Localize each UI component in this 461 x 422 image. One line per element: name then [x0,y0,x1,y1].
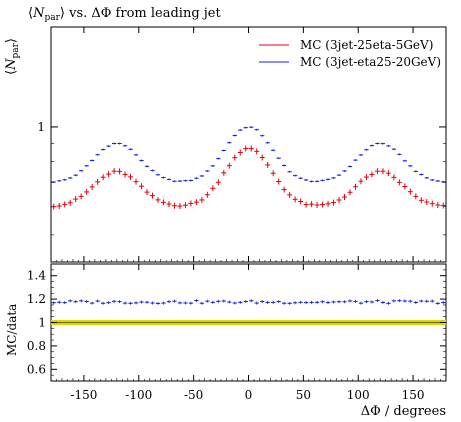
ratio-data-points [51,299,446,305]
ratio-y-tick-labels: 0.6 0.8 1 1.2 1.4 [27,269,46,377]
ratio-y-tick-label: 1 [38,316,46,330]
legend-label-series-2: MC (3jet-eta25-20GeV) [300,55,441,69]
x-tick-label: 0 [245,388,253,402]
ratio-y-tick-label: 0.8 [27,339,46,353]
main-y-tick-label: 1 [37,120,45,134]
ratio-y-tick-label: 1.2 [27,292,46,306]
chart-title: ⟨Npar⟩ vs. ΔΦ from leading jet [28,6,221,23]
main-y-tick-labels: 1 [37,120,45,134]
title-bracket-left: ⟨ [28,6,33,21]
main-axis-ticks [51,27,446,262]
title-rest: ⟩ vs. ΔΦ from leading jet [60,6,222,21]
x-tick-label: 100 [347,388,370,402]
x-tick-label: 150 [402,388,425,402]
ylabel-n: N [4,58,19,71]
title-n: N [32,6,45,21]
ratio-y-tick-label: 1.4 [27,269,46,283]
x-tick-label: -50 [184,388,203,402]
main-data-points [51,126,446,210]
title-subscript: par [44,13,60,23]
legend-label-series-1: MC (3jet-25eta-5GeV) [300,38,433,52]
x-tick-label: -100 [125,388,152,402]
ratio-y-tick-label: 0.6 [27,362,46,376]
main-y-axis-label: ⟨Npar⟩ [4,38,21,75]
ylabel-bracket-left: ⟨ [4,70,19,75]
ylabel-subscript: par [11,42,21,58]
ratio-y-axis-label: MC/data [5,304,19,356]
x-axis-label: ΔΦ / degrees [361,404,446,419]
x-tick-label: 50 [296,388,311,402]
x-tick-labels: -150 -100 -50 0 50 100 150 [70,388,424,402]
x-tick-label: -150 [70,388,97,402]
legend: MC (3jet-25eta-5GeV) MC (3jet-eta25-20Ge… [259,38,441,69]
ratio-axis-ticks [51,264,446,381]
ylabel-bracket-right: ⟩ [4,38,19,43]
